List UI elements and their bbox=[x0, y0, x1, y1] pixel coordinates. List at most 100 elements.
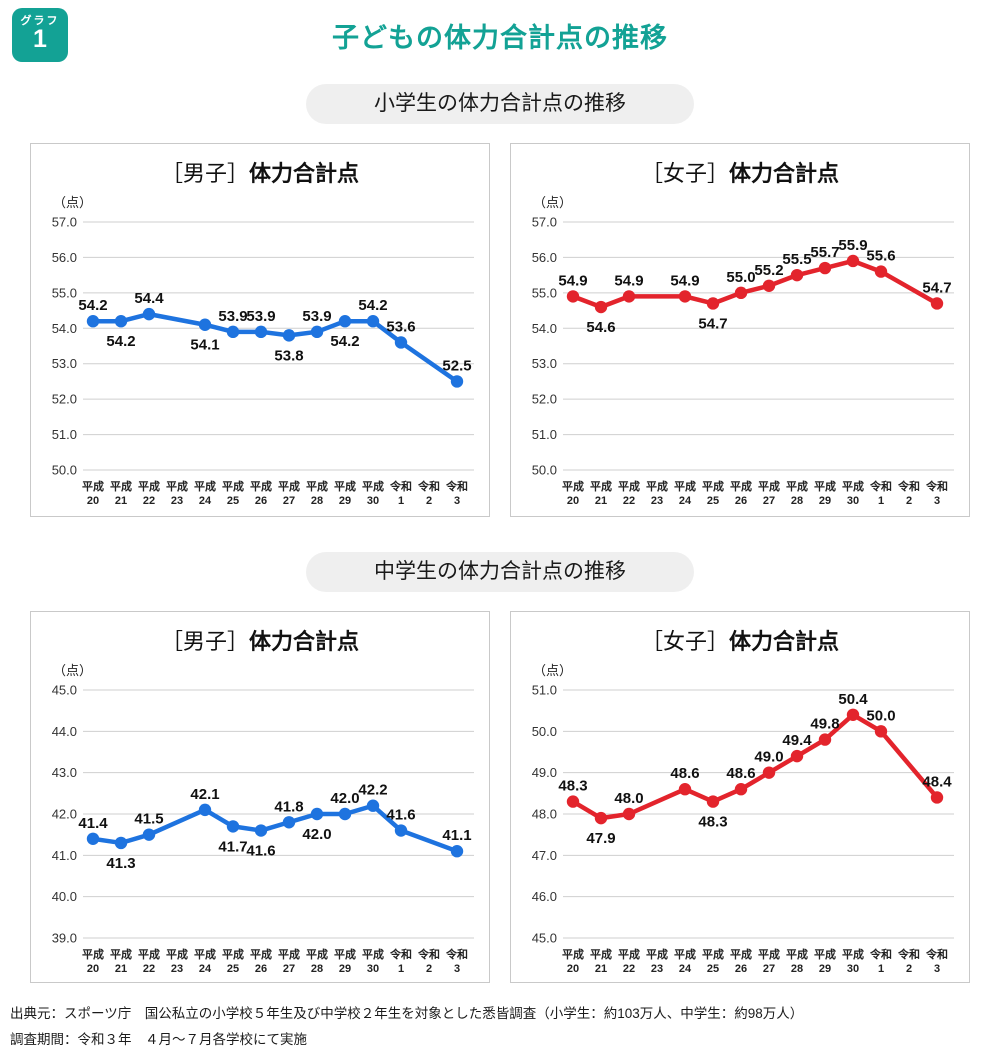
x-tick-label-era: 平成 bbox=[674, 947, 696, 961]
data-label: 54.9 bbox=[558, 272, 587, 289]
data-point bbox=[310, 325, 324, 339]
y-tick-label: 51.0 bbox=[52, 427, 77, 442]
y-tick-label: 50.0 bbox=[532, 463, 557, 478]
x-tick-label-year: 22 bbox=[143, 495, 155, 507]
x-tick-label-era: 令和 bbox=[925, 947, 948, 961]
data-point bbox=[846, 254, 860, 268]
x-tick-label-year: 26 bbox=[735, 963, 747, 975]
data-label: 54.4 bbox=[134, 290, 164, 307]
x-tick-label-year: 25 bbox=[707, 963, 719, 975]
x-tick-label-year: 27 bbox=[763, 963, 775, 975]
y-tick-label: 45.0 bbox=[52, 683, 77, 698]
x-tick-label-era: 令和 bbox=[389, 947, 412, 961]
x-tick-label-year: 20 bbox=[87, 963, 99, 975]
y-tick-label: 40.0 bbox=[52, 889, 77, 904]
data-label: 55.2 bbox=[754, 262, 783, 279]
section-pill-elementary: 小学生の体力合計点の推移 bbox=[306, 84, 694, 124]
chart-title-bracket: ［男子］ bbox=[160, 161, 249, 186]
data-point bbox=[566, 795, 580, 808]
data-point bbox=[254, 824, 268, 837]
data-point bbox=[338, 807, 352, 821]
data-label: 54.9 bbox=[670, 272, 699, 289]
x-tick-label-year: 30 bbox=[367, 495, 379, 507]
data-label: 55.0 bbox=[726, 269, 755, 286]
chart-title: ［女子］体力合計点 bbox=[511, 156, 969, 188]
source-note: 出典元：スポーツ庁 国公私立の小学校５年生及び中学校２年生を対象とした悉皆調査（… bbox=[10, 1006, 804, 1021]
y-tick-label: 52.0 bbox=[52, 392, 77, 407]
data-label: 49.0 bbox=[754, 749, 783, 766]
y-tick-label: 48.0 bbox=[532, 807, 557, 822]
data-point bbox=[818, 261, 832, 275]
y-axis-unit: （点） bbox=[533, 195, 573, 210]
data-label: 41.6 bbox=[386, 807, 415, 824]
x-tick-label-year: 29 bbox=[339, 963, 351, 975]
chart-panel-elementary-boys: ［男子］体力合計点 （点） 57.0 56.0 55.0 54.0 53.0 52.0 51… bbox=[30, 143, 490, 517]
x-tick-label-year: 21 bbox=[595, 963, 607, 975]
data-label: 54.1 bbox=[190, 337, 219, 354]
data-point bbox=[226, 820, 240, 833]
data-point bbox=[338, 315, 352, 328]
y-tick-label: 46.0 bbox=[532, 889, 557, 904]
x-tick-label-year: 1 bbox=[878, 963, 884, 975]
line-chart-junior-high-boys: 45.044.043.042.041.040.039.0平成20平成21平成22… bbox=[52, 683, 474, 975]
line-chart-elementary-boys: 57.056.055.054.053.052.051.050.0平成20平成21… bbox=[52, 215, 474, 507]
data-label: 53.9 bbox=[246, 308, 275, 325]
x-tick-label-era: 平成 bbox=[110, 947, 132, 961]
data-label: 54.2 bbox=[330, 333, 359, 350]
x-tick-label-year: 27 bbox=[283, 495, 295, 507]
data-label: 41.6 bbox=[246, 843, 275, 860]
data-label: 54.2 bbox=[78, 297, 107, 314]
y-tick-label: 53.0 bbox=[532, 356, 557, 371]
x-tick-label-year: 28 bbox=[311, 963, 323, 975]
x-tick-label-era: 平成 bbox=[82, 947, 104, 961]
y-tick-label: 54.0 bbox=[532, 321, 557, 336]
x-tick-label-era: 平成 bbox=[278, 947, 300, 961]
data-label: 41.1 bbox=[442, 827, 471, 844]
page-title: 子どもの体力合計点の推移 bbox=[332, 23, 668, 53]
x-tick-label-era: 令和 bbox=[417, 947, 440, 961]
x-tick-label-era: 令和 bbox=[445, 947, 468, 961]
data-point bbox=[450, 375, 464, 388]
x-tick-label-year: 1 bbox=[398, 495, 404, 507]
data-point bbox=[622, 807, 636, 821]
x-tick-label-era: 平成 bbox=[306, 947, 328, 961]
y-tick-label: 51.0 bbox=[532, 683, 557, 698]
data-point bbox=[874, 265, 888, 278]
x-tick-label-era: 平成 bbox=[842, 479, 864, 493]
section-pill-junior-high: 中学生の体力合計点の推移 bbox=[306, 552, 694, 592]
data-point bbox=[846, 708, 860, 721]
x-tick-label-era: 平成 bbox=[618, 479, 640, 493]
x-tick-label-year: 3 bbox=[934, 963, 940, 975]
data-label: 55.6 bbox=[866, 248, 895, 265]
x-tick-label-era: 平成 bbox=[362, 479, 384, 493]
data-point bbox=[790, 268, 804, 282]
x-tick-label-year: 22 bbox=[623, 495, 635, 507]
x-tick-label-era: 平成 bbox=[82, 479, 104, 493]
survey-period-note: 調査期間：令和３年 ４月～７月各学校にて実施 bbox=[10, 1032, 307, 1047]
data-label: 42.0 bbox=[302, 826, 331, 843]
data-point bbox=[142, 307, 156, 321]
x-tick-label-year: 20 bbox=[87, 495, 99, 507]
data-point bbox=[254, 325, 268, 339]
data-label: 54.2 bbox=[358, 297, 387, 314]
data-label: 41.7 bbox=[218, 838, 247, 855]
y-tick-label: 43.0 bbox=[52, 765, 77, 780]
data-point bbox=[678, 290, 692, 303]
y-tick-label: 57.0 bbox=[52, 215, 77, 230]
data-point bbox=[930, 791, 944, 804]
x-tick-label-year: 22 bbox=[143, 963, 155, 975]
data-label: 50.0 bbox=[866, 707, 895, 724]
x-tick-label-era: 平成 bbox=[562, 479, 584, 493]
data-label: 54.6 bbox=[586, 319, 615, 336]
x-tick-label-era: 令和 bbox=[925, 479, 948, 493]
x-tick-label-year: 2 bbox=[426, 495, 432, 507]
data-label: 41.5 bbox=[134, 811, 163, 828]
x-tick-label-year: 22 bbox=[623, 963, 635, 975]
x-tick-label-era: 平成 bbox=[702, 479, 724, 493]
x-tick-label-era: 平成 bbox=[758, 479, 780, 493]
data-point bbox=[366, 315, 380, 328]
x-tick-label-era: 平成 bbox=[138, 479, 160, 493]
x-tick-label-era: 令和 bbox=[445, 479, 468, 493]
data-point bbox=[86, 832, 100, 845]
x-tick-label-era: 令和 bbox=[897, 479, 920, 493]
